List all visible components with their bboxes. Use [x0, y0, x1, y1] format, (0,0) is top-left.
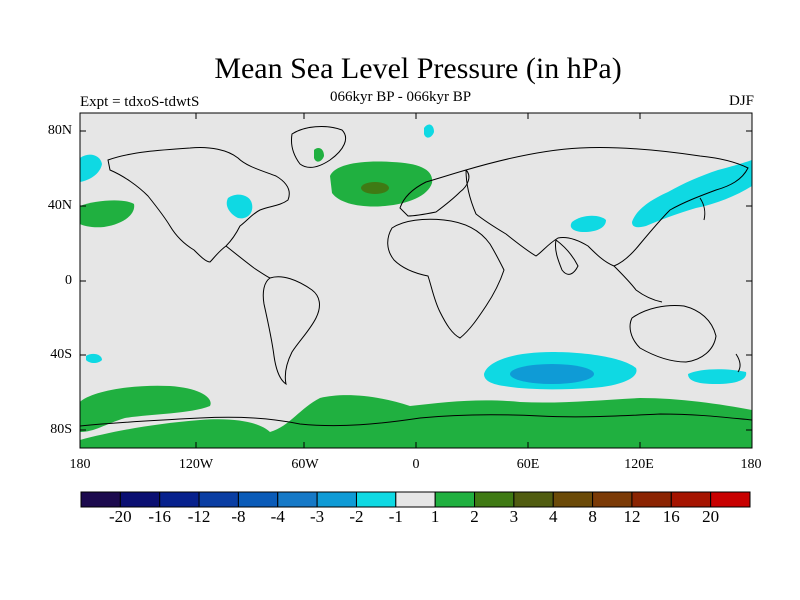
colorbar-swatch [355, 491, 397, 508]
colorbar-label: 2 [470, 507, 479, 526]
x-tick-label: 60E [516, 457, 540, 472]
coastline-japan [699, 197, 706, 221]
x-tick-label: 120W [178, 457, 214, 472]
colorbar-label: 1 [430, 507, 440, 526]
colorbar-swatch [513, 491, 554, 508]
colorbar-label: -1 [388, 507, 403, 526]
colorbar-swatch [552, 491, 594, 508]
colorbar-label: 8 [588, 507, 597, 526]
coastline-greenland [291, 126, 346, 168]
season-label: DJF [728, 93, 754, 109]
colorbar-label: 4 [548, 507, 558, 526]
colorbar-label: 12 [623, 507, 641, 526]
colorbar-swatch [80, 491, 121, 508]
experiment-label: Expt = tdxoS-tdwtS [80, 94, 200, 110]
y-tick-label: 80N [47, 123, 72, 138]
colorbar-swatch [631, 491, 672, 508]
colorbar-label: -4 [270, 507, 285, 526]
chart-subtitle: 066kyr BP - 066kyr BP [330, 89, 472, 105]
colorbar-swatch [159, 491, 200, 508]
colorbar-swatch [710, 491, 751, 508]
coastline-australia [629, 305, 717, 363]
anomaly-region-north-pacific-west [80, 154, 102, 182]
axis-ticks [80, 113, 752, 448]
colorbar-label: -16 [148, 507, 172, 526]
anomaly-region-north-pacific-east [80, 200, 135, 228]
colorbar-swatch [434, 491, 476, 508]
colorbar-swatch [277, 491, 318, 508]
anomaly-region-nw-atlantic [226, 194, 253, 219]
anomaly-region-south-indian-core [510, 364, 594, 384]
colorbar-label: 20 [702, 507, 720, 526]
y-tick-label: 80S [50, 422, 72, 437]
anomaly-region-arctic [314, 148, 324, 162]
coastline-europe [399, 169, 470, 217]
colorbar-label: -3 [310, 507, 325, 526]
x-tick-label: 0 [412, 457, 420, 472]
coastline-africa [387, 218, 505, 339]
coastline-north-america [107, 147, 290, 263]
colorbar-label: -12 [187, 507, 211, 526]
colorbar [80, 491, 751, 508]
coastline-new-zealand [735, 353, 741, 373]
coastline-asia [465, 146, 749, 267]
colorbar-swatch [316, 491, 357, 508]
colorbar-label: 3 [509, 507, 519, 526]
coastline-southeast-asia [613, 265, 663, 303]
pressure-anomaly-layer [80, 124, 752, 448]
colorbar-swatch [119, 491, 161, 508]
anomaly-region-south-pacific-small [86, 353, 102, 363]
x-tick-label: 120E [624, 457, 654, 472]
coastline-south-america [262, 276, 320, 386]
anomaly-region-sw-pacific [688, 369, 747, 384]
colorbar-swatch [198, 491, 239, 508]
x-tick-label: 60W [291, 457, 319, 472]
colorbar-label: -2 [349, 507, 364, 526]
y-tick-label: 40N [47, 198, 72, 213]
x-tick-label: 180 [69, 457, 91, 472]
chart-title: Mean Sea Level Pressure (in hPa) [214, 52, 622, 85]
y-tick-label: 0 [65, 273, 72, 288]
coastline-central-america [225, 245, 271, 279]
anomaly-region-nw-pacific [632, 160, 752, 228]
colorbar-swatch [474, 491, 515, 508]
colorbar-swatch [237, 491, 279, 508]
y-tick-label: 40S [50, 347, 72, 362]
colorbar-label: -20 [109, 507, 132, 526]
colorbar-swatch [395, 491, 436, 508]
colorbar-label: 16 [662, 507, 680, 526]
anomaly-region-arctic-small [424, 124, 434, 138]
anomaly-region-antarctic [80, 395, 752, 448]
colorbar-label: -8 [231, 507, 246, 526]
anomaly-region-north-atlantic-core [361, 182, 389, 194]
x-tick-label: 180 [740, 457, 762, 472]
colorbar-swatch [670, 491, 712, 508]
coastline-antarctica [80, 413, 752, 427]
colorbar-swatch [592, 491, 633, 508]
coastline-india [555, 239, 579, 275]
coastlines [80, 126, 752, 427]
anomaly-region-south-pacific [80, 385, 211, 432]
anomaly-region-arabian [570, 215, 606, 232]
